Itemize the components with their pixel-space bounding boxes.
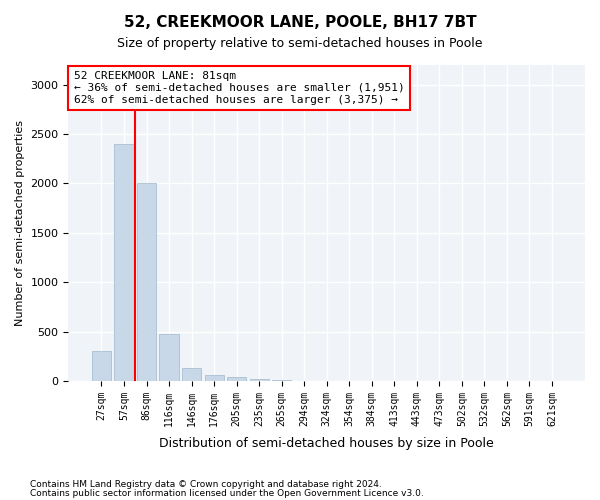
Bar xyxy=(115,144,134,381)
Text: Size of property relative to semi-detached houses in Poole: Size of property relative to semi-detach… xyxy=(117,38,483,51)
Bar xyxy=(205,375,224,381)
Bar xyxy=(182,368,201,381)
Text: Contains HM Land Registry data © Crown copyright and database right 2024.: Contains HM Land Registry data © Crown c… xyxy=(30,480,382,489)
Bar xyxy=(227,377,246,381)
Bar xyxy=(137,184,156,381)
Bar xyxy=(160,334,179,381)
Text: 52 CREEKMOOR LANE: 81sqm
← 36% of semi-detached houses are smaller (1,951)
62% o: 52 CREEKMOOR LANE: 81sqm ← 36% of semi-d… xyxy=(74,72,404,104)
Bar xyxy=(250,379,269,381)
Text: 52, CREEKMOOR LANE, POOLE, BH17 7BT: 52, CREEKMOOR LANE, POOLE, BH17 7BT xyxy=(124,15,476,30)
Text: Contains public sector information licensed under the Open Government Licence v3: Contains public sector information licen… xyxy=(30,488,424,498)
Y-axis label: Number of semi-detached properties: Number of semi-detached properties xyxy=(15,120,25,326)
X-axis label: Distribution of semi-detached houses by size in Poole: Distribution of semi-detached houses by … xyxy=(160,437,494,450)
Bar xyxy=(92,352,111,381)
